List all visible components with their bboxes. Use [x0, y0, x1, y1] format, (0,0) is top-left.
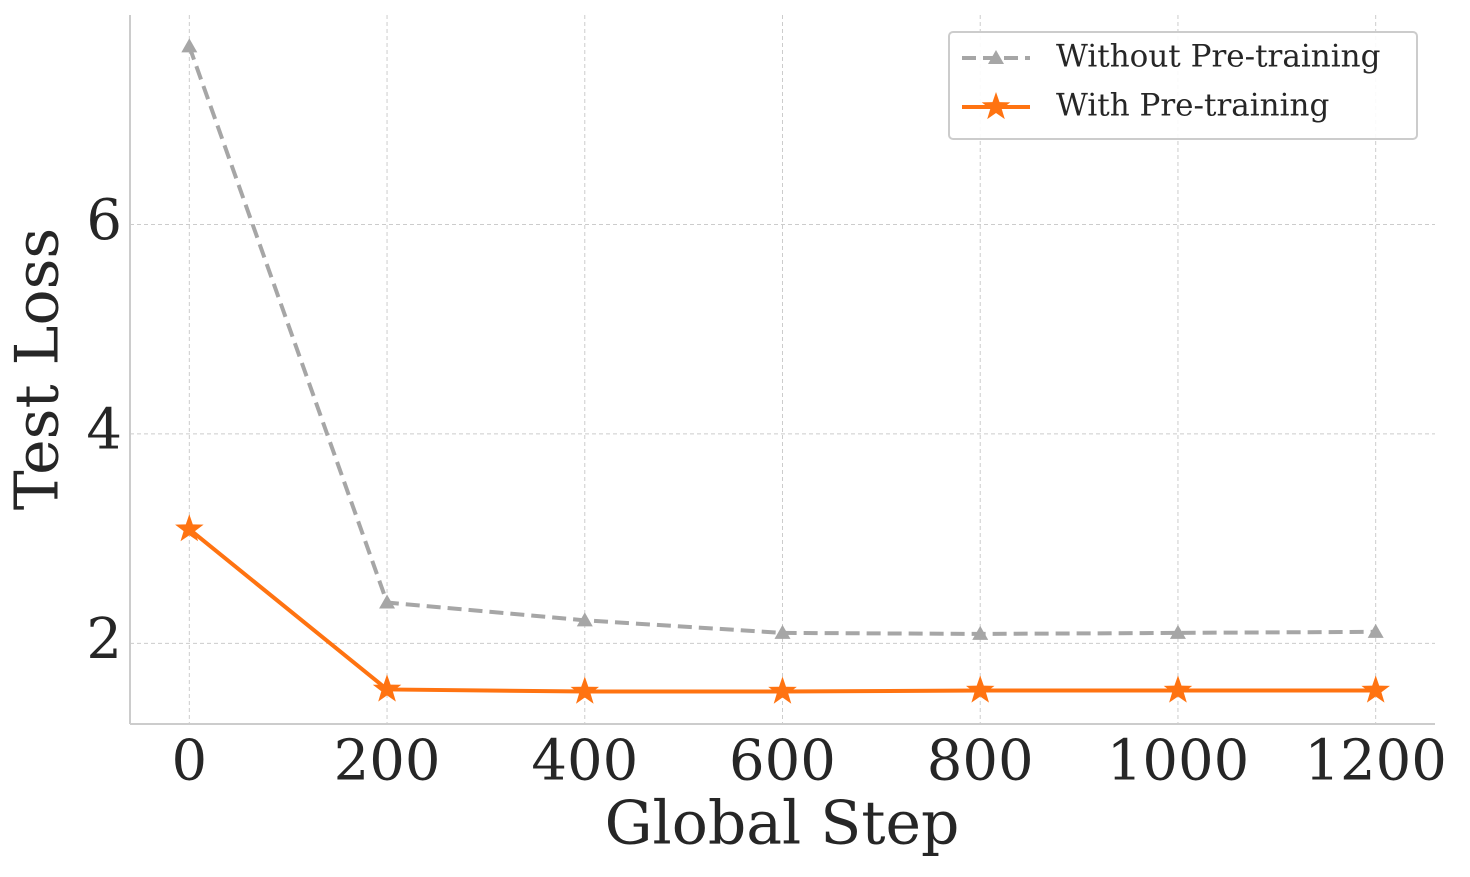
y-tick-label: 2: [86, 607, 122, 672]
x-tick-label: 1000: [1107, 729, 1250, 794]
triangle-marker: [774, 624, 791, 639]
x-tick-label: 800: [927, 729, 1034, 794]
triangle-marker: [988, 50, 1004, 64]
x-tick-label: 200: [334, 729, 441, 794]
triangle-marker: [576, 612, 593, 627]
legend-box: [948, 31, 1418, 140]
star-marker: [1163, 675, 1193, 703]
star-marker: [1361, 675, 1390, 703]
triangle-marker: [1367, 623, 1384, 638]
triangle-marker: [972, 625, 989, 640]
triangle-marker: [181, 38, 198, 53]
legend-label: Without Pre-training: [1056, 39, 1380, 75]
y-tick-label: 6: [86, 188, 122, 253]
star-marker: [372, 674, 402, 702]
x-tick-label: 1200: [1304, 729, 1447, 794]
star-marker: [570, 676, 599, 704]
star-marker: [768, 676, 797, 704]
x-tick-label: 400: [531, 729, 638, 794]
x-tick-label: 600: [729, 729, 836, 794]
triangle-marker: [1169, 624, 1186, 639]
star-marker: [175, 514, 204, 542]
triangle-marker: [379, 594, 396, 609]
y-axis-label: Test Loss: [3, 228, 73, 510]
x-axis-label: Global Step: [605, 789, 960, 859]
x-tick-label: 0: [171, 729, 207, 794]
y-tick-label: 4: [86, 397, 122, 462]
star-marker: [981, 92, 1011, 120]
legend-label: With Pre-training: [1056, 88, 1329, 124]
star-marker: [966, 675, 995, 703]
